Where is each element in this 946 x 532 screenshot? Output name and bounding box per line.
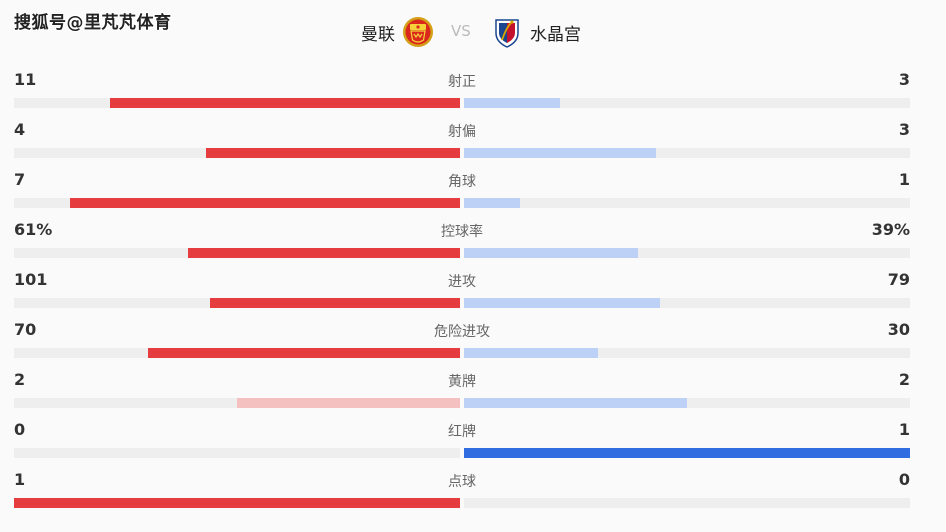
stats-list: 射正 11 3 射偏 4 3 角球 7 1 控球率 61% 39% 进攻 101 79 危险进攻 70 30 黄牌 2… <box>14 66 910 516</box>
away-stat-value: 30 <box>887 320 910 339</box>
stat-row: 黄牌 2 2 <box>14 366 910 416</box>
stat-row: 射正 11 3 <box>14 66 910 116</box>
home-stat-value: 7 <box>14 170 26 189</box>
stat-row: 射偏 4 3 <box>14 116 910 166</box>
away-stat-value: 39% <box>871 220 910 239</box>
home-stat-track <box>14 148 460 158</box>
home-stat-track <box>14 298 460 308</box>
home-stat-track <box>14 98 460 108</box>
away-stat-value: 79 <box>887 270 910 289</box>
stat-row: 危险进攻 70 30 <box>14 316 910 366</box>
home-stat-bar <box>110 98 460 108</box>
away-stat-track <box>464 498 910 508</box>
home-stat-value: 11 <box>14 70 37 89</box>
away-stat-value: 2 <box>898 370 910 389</box>
away-stat-bar <box>464 148 656 158</box>
away-stat-track <box>464 398 910 408</box>
away-stat-value: 1 <box>898 420 910 439</box>
away-stat-bar <box>464 448 910 458</box>
away-stat-track <box>464 298 910 308</box>
away-stat-bar <box>464 98 560 108</box>
home-stat-track <box>14 398 460 408</box>
home-stat-value: 1 <box>14 470 26 489</box>
away-stat-track <box>464 448 910 458</box>
away-stat-bar <box>464 398 687 408</box>
home-stat-value: 4 <box>14 120 26 139</box>
home-stat-bar <box>188 248 460 258</box>
manchester-united-crest-icon <box>403 17 433 47</box>
home-stat-bar <box>148 348 460 358</box>
stat-row: 控球率 61% 39% <box>14 216 910 266</box>
home-stat-bar <box>206 148 460 158</box>
stat-row: 角球 7 1 <box>14 166 910 216</box>
away-stat-bar <box>464 248 638 258</box>
home-stat-track <box>14 498 460 508</box>
stat-label: 危险进攻 <box>434 324 490 340</box>
away-stat-track <box>464 248 910 258</box>
stat-row: 红牌 0 1 <box>14 416 910 466</box>
away-stat-bar <box>464 198 520 208</box>
home-stat-value: 101 <box>14 270 48 289</box>
stat-label: 进攻 <box>448 274 476 290</box>
home-stat-bar <box>14 498 460 508</box>
home-stat-track <box>14 248 460 258</box>
home-stat-value: 70 <box>14 320 37 339</box>
away-stat-track <box>464 148 910 158</box>
home-stat-bar <box>237 398 460 408</box>
away-stat-bar <box>464 298 660 308</box>
away-stat-value: 1 <box>898 170 910 189</box>
stat-label: 黄牌 <box>448 374 476 390</box>
home-stat-track <box>14 198 460 208</box>
match-header: 曼联 VS 水晶宫 <box>0 16 946 50</box>
stat-row: 进攻 101 79 <box>14 266 910 316</box>
watermark-text: 搜狐号@里芃芃体育 <box>14 13 172 33</box>
away-stat-value: 3 <box>898 70 910 89</box>
home-stat-value: 0 <box>14 420 26 439</box>
away-stat-track <box>464 198 910 208</box>
home-stat-bar <box>70 198 460 208</box>
stat-label: 射正 <box>448 74 476 90</box>
stat-label: 射偏 <box>448 124 476 140</box>
home-stat-value: 2 <box>14 370 26 389</box>
stat-label: 角球 <box>448 174 476 190</box>
home-stat-track <box>14 348 460 358</box>
away-stat-track <box>464 98 910 108</box>
vs-label: VS <box>451 22 471 40</box>
away-team-name: 水晶宫 <box>530 25 581 45</box>
home-stat-bar <box>210 298 460 308</box>
away-stat-track <box>464 348 910 358</box>
home-stat-track <box>14 448 460 458</box>
away-stat-value: 3 <box>898 120 910 139</box>
crystal-palace-crest-icon <box>495 19 519 48</box>
stat-label: 点球 <box>448 474 476 490</box>
stat-label: 红牌 <box>448 424 476 440</box>
home-stat-value: 61% <box>14 220 53 239</box>
home-team-name: 曼联 <box>361 25 395 45</box>
away-stat-bar <box>464 348 598 358</box>
stat-row: 点球 1 0 <box>14 466 910 516</box>
stat-label: 控球率 <box>441 224 483 240</box>
away-stat-value: 0 <box>898 470 910 489</box>
